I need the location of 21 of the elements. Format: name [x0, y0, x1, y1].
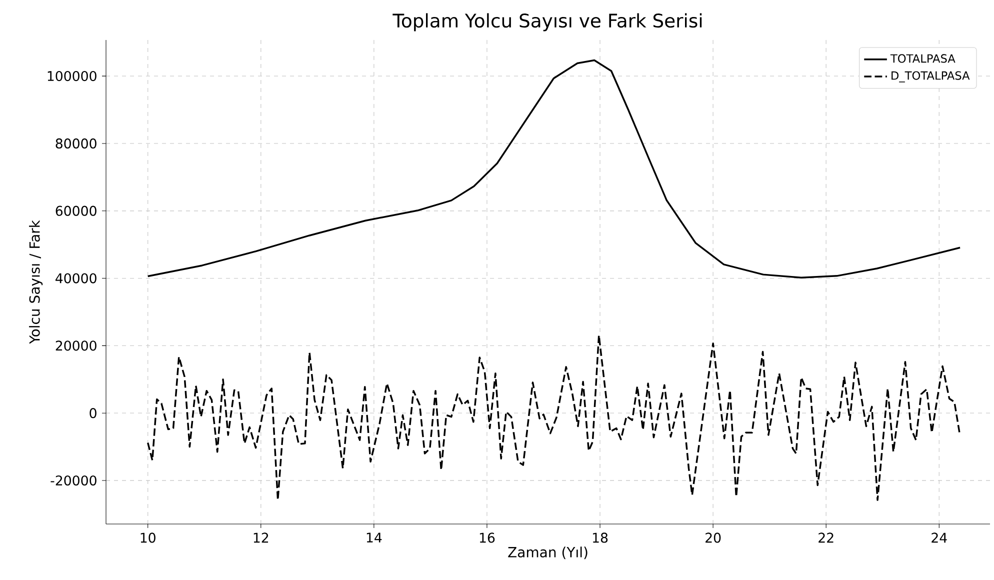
x-tick-label: 18: [592, 532, 608, 543]
y-axis-title: Yolcu Sayısı / Fark: [29, 220, 43, 344]
x-tick-label: 16: [480, 532, 495, 543]
y-tick-label: 20000: [56, 340, 96, 351]
line-series: [146, 334, 960, 501]
y-tick-label: 0: [90, 408, 96, 418]
x-tick-label: 10: [140, 532, 156, 543]
x-axis-title: Zaman (Yıl): [508, 546, 588, 560]
y-tick-label: 40000: [56, 273, 96, 284]
legend-label: TOTALPASA: [890, 54, 956, 63]
y-tick-label: -20000: [50, 475, 96, 486]
x-tick-label: 14: [366, 532, 382, 542]
chart-title: Toplam Yolcu Sayısı ve Fark Serisi: [392, 13, 702, 32]
x-tick-label: 12: [254, 532, 268, 543]
y-tick-label: 80000: [56, 138, 96, 149]
legend-label: D_TOTALPASA: [892, 71, 970, 82]
y-tick-label: 100000: [48, 70, 96, 82]
y-tick-label: 60000: [56, 206, 96, 216]
x-tick-label: 22: [818, 532, 834, 543]
x-tick-label: 20: [706, 532, 721, 543]
x-tick-label: 24: [932, 532, 947, 543]
